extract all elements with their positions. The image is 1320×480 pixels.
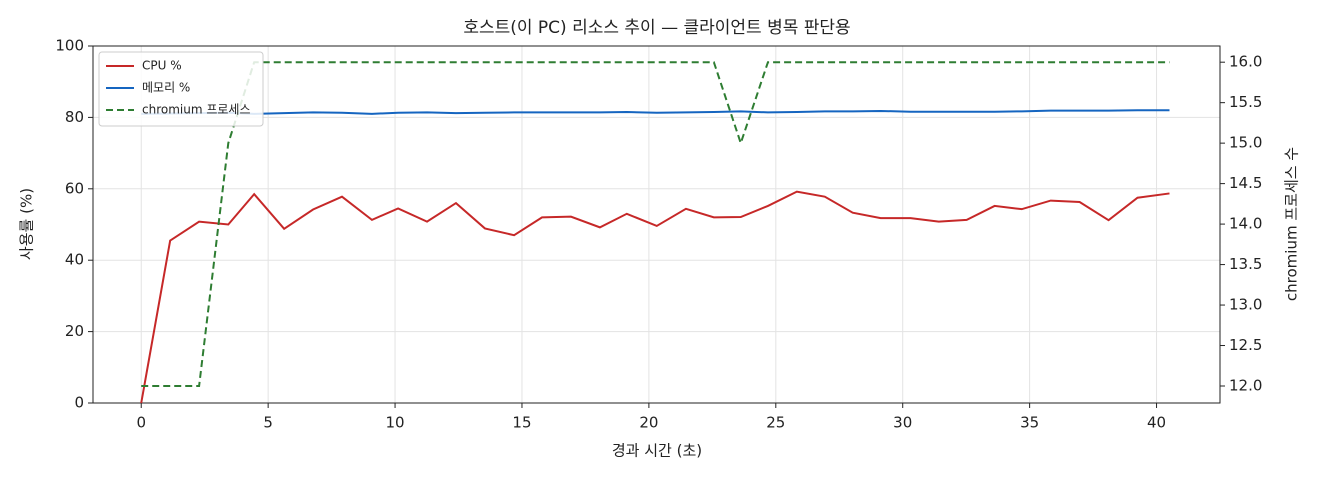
y2-tick-label: 12.5 [1229, 336, 1262, 354]
y-tick-label: 80 [65, 108, 84, 126]
x-tick-label: 15 [512, 414, 531, 432]
x-axis-title: 경과 시간 (초) [612, 442, 702, 460]
y-tick-label: 20 [65, 322, 84, 340]
plot-frame [92, 45, 1221, 404]
y2-axis-title: chromium 프로세스 수 [1283, 147, 1301, 301]
x-tick-label: 5 [263, 414, 273, 432]
y2-tick-label: 12.0 [1229, 377, 1262, 395]
legend-label: 메모리 % [142, 81, 190, 95]
x-tick-label: 35 [1020, 414, 1039, 432]
chart-title: 호스트(이 PC) 리소스 추이 — 클라이언트 병목 판단용 [463, 18, 850, 38]
y2-tick-label: 13.0 [1229, 296, 1262, 314]
y2-tick-label: 15.5 [1229, 93, 1262, 111]
x-tick-label: 30 [893, 414, 912, 432]
x-tick-label: 40 [1147, 414, 1166, 432]
y2-tick-label: 14.5 [1229, 174, 1262, 192]
series-line [141, 109, 1170, 115]
x-tick-label: 10 [386, 414, 405, 432]
x-tick-label: 20 [639, 414, 658, 432]
y2-tick-label: 15.0 [1229, 134, 1262, 152]
y2-tick-label: 14.0 [1229, 215, 1262, 233]
legend-label: chromium 프로세스 [142, 103, 251, 117]
series-line [141, 61, 1170, 387]
y2-tick-label: 16.0 [1229, 53, 1262, 71]
legend-label: CPU % [142, 59, 182, 73]
y-axis-title: 사용률 (%) [18, 188, 36, 260]
y2-tick-label: 13.5 [1229, 255, 1262, 273]
x-tick-label: 25 [766, 414, 785, 432]
y-tick-label: 0 [74, 394, 84, 412]
x-tick-label: 0 [136, 414, 146, 432]
y-tick-label: 40 [65, 251, 84, 269]
y-tick-label: 100 [55, 37, 84, 55]
y-tick-label: 60 [65, 179, 84, 197]
series-line [140, 190, 1170, 404]
legend-box [98, 51, 264, 127]
